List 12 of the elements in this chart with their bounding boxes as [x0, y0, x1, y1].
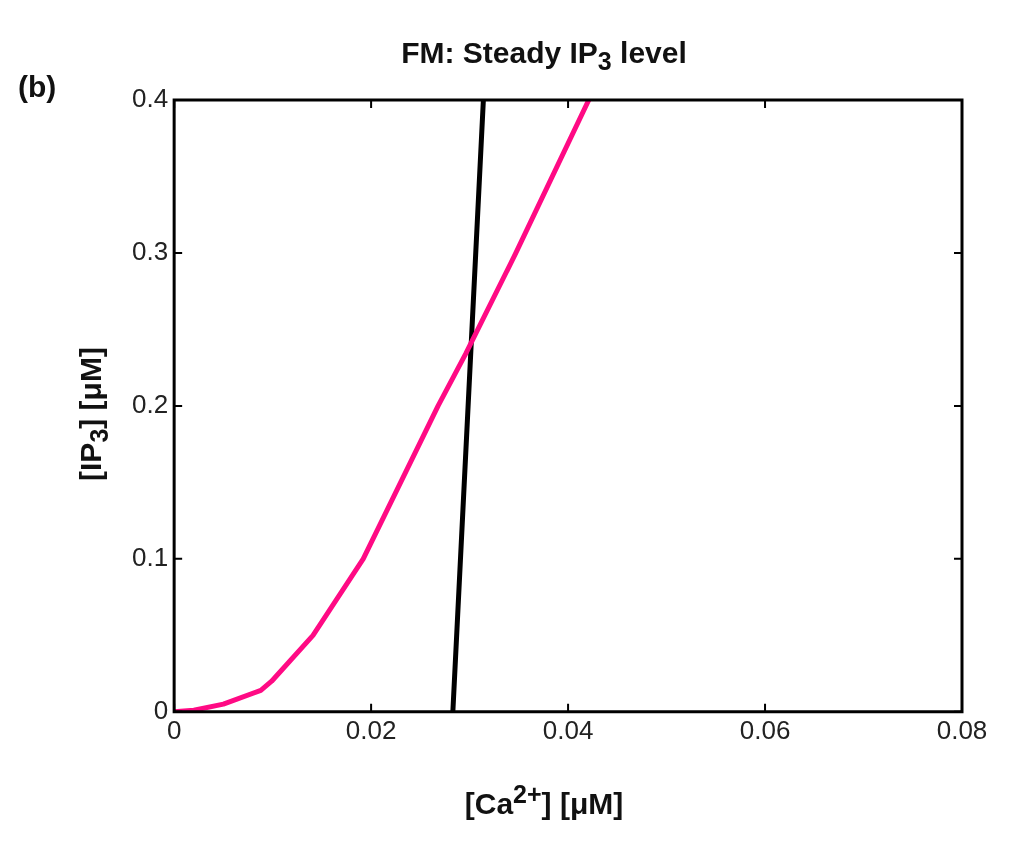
x-tick-label: 0.02 — [345, 714, 397, 745]
text: (b) — [18, 70, 57, 104]
x-axis-title: [Ca$^{2+}$] [μM] — [463, 780, 625, 821]
y-tick-label: 0.3 — [131, 236, 169, 267]
x-tick-label: 0.04 — [542, 714, 594, 745]
y-tick-label: 0.1 — [131, 542, 169, 573]
x-tick-label: 0.08 — [936, 714, 988, 745]
chart-title: FM: Steady IP$_{3}$ level — [400, 36, 688, 76]
y-tick-label: 0 — [153, 694, 169, 725]
y-tick-label: 0.4 — [131, 83, 169, 114]
x-tick-label: 0.06 — [739, 714, 791, 745]
y-tick-label: 0.2 — [131, 389, 169, 420]
